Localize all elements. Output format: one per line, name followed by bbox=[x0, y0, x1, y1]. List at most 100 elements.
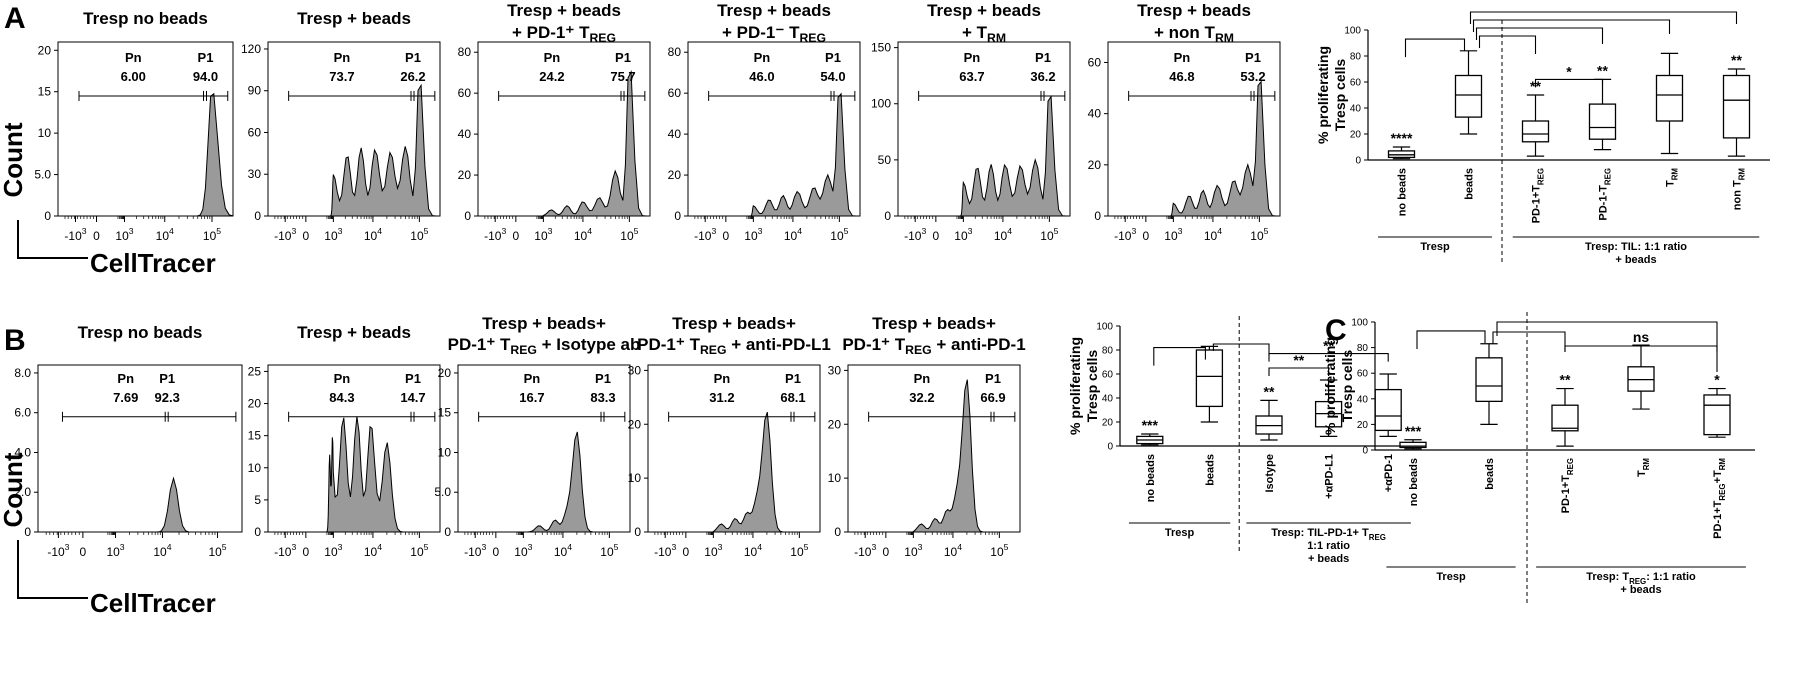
x-tick-label: 105 bbox=[990, 542, 1008, 559]
box-iqr bbox=[1722, 74, 1751, 139]
gate-value-p1: 36.2 bbox=[1030, 69, 1055, 84]
gate-value-pn: 32.2 bbox=[909, 390, 934, 405]
comparison-bracket bbox=[1534, 78, 1604, 88]
gate-label-p1: P1 bbox=[1245, 50, 1261, 65]
gate-label-pn: Pn bbox=[544, 50, 561, 65]
box-3: ** Isotype bbox=[1255, 383, 1283, 493]
gate-value-p1: 14.7 bbox=[400, 390, 425, 405]
group-label: Tresp bbox=[1165, 527, 1195, 539]
histogram-b-9: Tresp + beads+ PD-1⁺ TREG + Isotype ab 0 5.… bbox=[434, 314, 640, 559]
y-tick-label: 50 bbox=[878, 153, 892, 167]
comparison-bracket bbox=[1469, 11, 1738, 24]
group-label: Tresp bbox=[1420, 241, 1450, 253]
x-tick-label: 103 bbox=[534, 226, 552, 243]
y-tick-label: 0 bbox=[884, 209, 891, 223]
histogram-density bbox=[478, 69, 650, 217]
y-tick-label: 0 bbox=[1362, 446, 1368, 457]
histogram-density bbox=[268, 83, 440, 217]
y-tick-label: 10 bbox=[828, 471, 842, 485]
gate-label-pn: Pn bbox=[125, 50, 142, 65]
histogram-density bbox=[1108, 80, 1280, 217]
category-label: beads bbox=[1464, 168, 1476, 200]
plot-title: + PD-1⁻ TREG bbox=[722, 23, 826, 45]
gate-label-pn: Pn bbox=[714, 371, 731, 386]
gate-label-p1: P1 bbox=[785, 371, 801, 386]
group-label: Tresp: TIL: 1:1 ratio bbox=[1585, 241, 1687, 253]
label-layer: A B C Count Count CellTracer CellTracer bbox=[0, 2, 1347, 618]
box-iqr bbox=[1551, 404, 1579, 432]
x-tick-label: 103 bbox=[115, 226, 133, 243]
gate-value-p1: 68.1 bbox=[780, 390, 805, 405]
significance-label: *** bbox=[1405, 423, 1422, 439]
group-label: + beads bbox=[1308, 553, 1349, 565]
x-tick-label: 104 bbox=[574, 226, 592, 243]
x-tick-label: 104 bbox=[994, 226, 1012, 243]
panel-letter-b: B bbox=[4, 324, 26, 357]
y-tick-label: 60 bbox=[458, 86, 472, 100]
box-1: **** no beads bbox=[1387, 130, 1416, 216]
gate-label-p1: P1 bbox=[985, 371, 1001, 386]
histogram-a-5: Tresp + beads + TRM 0 50 100 150 -103 0 103 104 10… bbox=[871, 1, 1071, 243]
y-tick-label: 20 bbox=[458, 168, 472, 182]
y-tick-label: 80 bbox=[1350, 52, 1362, 63]
gate-label-p1: P1 bbox=[405, 50, 421, 65]
gate-value-p1: 94.0 bbox=[193, 69, 218, 84]
category-label: PD-1+TREG bbox=[1560, 458, 1575, 513]
gate-label-pn: Pn bbox=[117, 371, 134, 386]
y-tick-label: 40 bbox=[458, 127, 472, 141]
x-tick-label: -103 bbox=[484, 226, 506, 243]
x-tick-label: 103 bbox=[954, 226, 972, 243]
y-tick-label: 0 bbox=[464, 209, 471, 223]
box-1: *** no beads bbox=[1399, 423, 1427, 506]
comparison-bracket bbox=[1153, 347, 1206, 366]
x-tick-label: -103 bbox=[1114, 226, 1136, 243]
y-tick-label: 40 bbox=[1350, 104, 1362, 115]
gate-label-pn: Pn bbox=[1174, 50, 1191, 65]
box-iqr bbox=[1195, 349, 1224, 408]
gate-value-pn: 63.7 bbox=[959, 69, 984, 84]
group-label: Tresp: TREG: 1:1 ratio bbox=[1586, 571, 1696, 586]
y-tick-label: 5.0 bbox=[34, 168, 51, 182]
y-tick-label: 100 bbox=[1096, 322, 1113, 333]
significance-label: * bbox=[1714, 372, 1720, 388]
axis-corner bbox=[17, 220, 88, 259]
category-label: no beads bbox=[1397, 168, 1409, 216]
x-tick-label: 0 bbox=[512, 229, 519, 243]
y-tick-label: 6.0 bbox=[14, 406, 31, 420]
y-tick-label: 0 bbox=[1355, 156, 1361, 167]
category-label: PD-1+TREG bbox=[1531, 168, 1546, 223]
y-tick-label: 60 bbox=[1102, 370, 1114, 381]
x-tick-label: 105 bbox=[1250, 226, 1268, 243]
box-2: beads bbox=[1454, 50, 1483, 200]
plot-title: Tresp + beads+ bbox=[672, 314, 796, 333]
significance-label: ** bbox=[1264, 383, 1275, 399]
group-label: + beads bbox=[1620, 584, 1661, 596]
x-tick-label: -103 bbox=[654, 542, 676, 559]
y-tick-label: 20 bbox=[1102, 418, 1114, 429]
box-iqr bbox=[1655, 74, 1684, 122]
gate-value-pn: 46.0 bbox=[749, 69, 774, 84]
histogram-b-8: Tresp + beads 0 5 10 15 20 25 -103 0 103 104 105 Pn 8… bbox=[248, 323, 441, 559]
y-tick-label: 15 bbox=[248, 429, 262, 443]
gate-value-pn: 31.2 bbox=[709, 390, 734, 405]
box-2: beads bbox=[1195, 345, 1224, 486]
x-tick-label: 104 bbox=[364, 226, 382, 243]
y-tick-label: 15 bbox=[38, 85, 52, 99]
box-5: * PD-1+TREG+TRM bbox=[1703, 372, 1731, 539]
box-iqr bbox=[1703, 394, 1731, 436]
gate-label-pn: Pn bbox=[334, 50, 351, 65]
significance-label: ** bbox=[1597, 62, 1608, 78]
y-tick-label: 60 bbox=[1357, 369, 1369, 380]
gate-value-pn: 6.00 bbox=[121, 69, 146, 84]
gate-label-p1: P1 bbox=[159, 371, 175, 386]
significance-label: ** bbox=[1560, 372, 1571, 388]
category-label: +αPD-1 bbox=[1383, 454, 1395, 492]
y-tick-label: 20 bbox=[248, 397, 262, 411]
histogram-density bbox=[848, 379, 1020, 533]
box-iqr bbox=[1521, 120, 1550, 143]
box-iqr bbox=[1475, 357, 1503, 403]
histogram-a-4: Tresp + beads + PD-1⁻ TREG 0 20 40 60 80 -103 0 1… bbox=[668, 1, 861, 243]
category-label: Isotype bbox=[1264, 454, 1276, 493]
y-axis-label: % proliferating bbox=[1067, 337, 1083, 435]
